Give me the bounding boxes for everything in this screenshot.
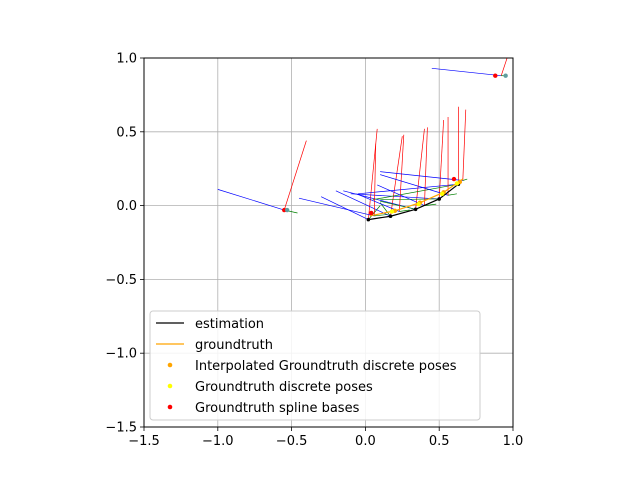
pose-extra-blue-axis bbox=[356, 193, 400, 212]
x-tick-label: −1.0 bbox=[202, 434, 234, 449]
y-tick-label: −1.0 bbox=[105, 347, 137, 362]
legend-label-discrete: Groundtruth discrete poses bbox=[195, 380, 373, 395]
pose-extra-red-axis bbox=[424, 127, 428, 206]
estimation-point bbox=[437, 197, 442, 201]
pose-blue-axis bbox=[320, 196, 369, 220]
pose-extra-blue-axis bbox=[377, 184, 425, 206]
legend-swatch-discrete bbox=[167, 383, 173, 389]
pose-extra-green-axis bbox=[447, 193, 457, 196]
legend-label-interpolated: Interpolated Groundtruth discrete poses bbox=[195, 359, 457, 374]
pose-extra-green-axis bbox=[424, 203, 437, 206]
pose-green-axis bbox=[379, 202, 391, 217]
point bbox=[451, 176, 457, 182]
pose-green-axis bbox=[380, 200, 416, 210]
pose-extra-blue-axis bbox=[380, 171, 463, 181]
y-tick-label: 0.5 bbox=[116, 125, 137, 140]
legend-label-spline: Groundtruth spline bases bbox=[195, 401, 360, 416]
legend-box bbox=[149, 310, 481, 421]
pose-extra-green-axis bbox=[374, 214, 388, 217]
point bbox=[369, 210, 374, 216]
point bbox=[439, 191, 445, 196]
pose-red-axis bbox=[368, 128, 378, 220]
estimation-point bbox=[413, 207, 418, 212]
y-tick-label: −1.5 bbox=[105, 421, 137, 436]
marker-point bbox=[503, 73, 508, 78]
pose-extra-red-axis bbox=[462, 109, 467, 181]
marker-point bbox=[284, 207, 290, 213]
legend-swatch-spline bbox=[167, 404, 173, 410]
point bbox=[454, 181, 460, 186]
estimation-point bbox=[388, 214, 393, 219]
pose-extra-green-axis bbox=[462, 178, 468, 181]
legend-label-groundtruth: groundtruth bbox=[195, 338, 273, 353]
point bbox=[493, 73, 498, 78]
pose-red-axis bbox=[390, 136, 403, 217]
legend: estimation groundtruth Interpolated Grou… bbox=[149, 310, 481, 421]
axis-ticks: −1.5 −1.0 −0.5 0.0 0.5 1.0 −1.5 −1.0 −0.5 0.0 0.5 1… bbox=[105, 52, 523, 450]
pose-red-axis bbox=[500, 57, 508, 76]
x-tick-label: 1.0 bbox=[503, 434, 524, 449]
pose-extra-green-axis bbox=[399, 209, 410, 212]
pose-extra-red-axis bbox=[398, 134, 405, 212]
pose-extra-blue-axis bbox=[298, 197, 375, 217]
x-tick-label: −1.5 bbox=[128, 434, 160, 449]
pose-red-axis bbox=[415, 128, 425, 210]
pose-blue-axis bbox=[335, 190, 391, 217]
pose-red-axis bbox=[283, 140, 307, 211]
x-tick-label: −0.5 bbox=[276, 434, 308, 449]
pose-green-axis bbox=[372, 183, 459, 201]
series-layer bbox=[217, 57, 508, 222]
legend-swatch-interpolated bbox=[167, 362, 173, 368]
y-tick-label: 1.0 bbox=[116, 52, 137, 67]
point bbox=[416, 201, 421, 207]
plot-frame bbox=[143, 57, 514, 428]
estimation-point bbox=[366, 217, 371, 222]
legend-label-estimation: estimation bbox=[195, 317, 264, 332]
pose-blue-axis bbox=[431, 67, 502, 77]
x-tick-label: 0.0 bbox=[355, 434, 376, 449]
pose-blue-axis bbox=[217, 189, 285, 211]
x-tick-label: 0.5 bbox=[429, 434, 450, 449]
point bbox=[389, 209, 395, 214]
pose-extra-blue-axis bbox=[380, 174, 449, 196]
y-tick-label: 0.0 bbox=[116, 199, 137, 214]
pose-extra-red-axis bbox=[373, 143, 377, 216]
y-tick-label: −0.5 bbox=[105, 273, 137, 288]
